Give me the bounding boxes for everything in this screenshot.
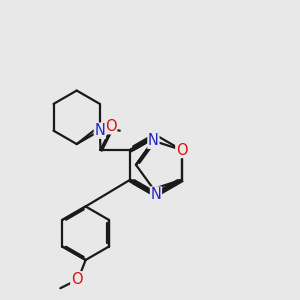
Text: N: N xyxy=(148,133,159,148)
Text: N: N xyxy=(151,187,161,202)
Text: O: O xyxy=(176,142,188,158)
Text: N: N xyxy=(94,123,105,138)
Text: O: O xyxy=(105,119,117,134)
Text: O: O xyxy=(71,272,82,287)
